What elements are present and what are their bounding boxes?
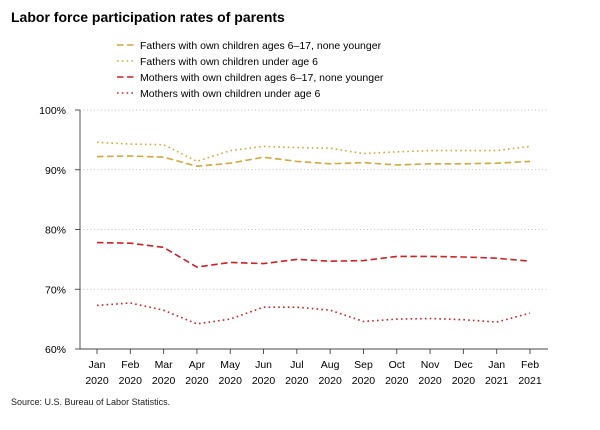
y-tick-labels: 60% 70% 80% 90% 100% bbox=[39, 105, 66, 356]
x-tick-label-month: Jan bbox=[488, 359, 505, 371]
x-tick-label-month: Feb bbox=[521, 359, 539, 371]
x-tick-label-month: Apr bbox=[189, 359, 206, 371]
legend-label: Mothers with own children ages 6–17, non… bbox=[140, 72, 384, 84]
x-tick-label-year: 2021 bbox=[485, 375, 509, 387]
x-tick-label-year: 2020 bbox=[418, 375, 442, 387]
legend-label: Mothers with own children under age 6 bbox=[140, 88, 321, 100]
series-lines bbox=[96, 141, 531, 325]
series-line-2 bbox=[96, 141, 531, 163]
x-tick-label-year: 2020 bbox=[385, 375, 409, 387]
series-line-3 bbox=[96, 241, 531, 268]
y-tick-label: 100% bbox=[39, 105, 66, 117]
axes bbox=[75, 109, 548, 354]
x-tick-label-month: Sep bbox=[354, 359, 373, 371]
x-tick-label-month: Mar bbox=[155, 359, 174, 371]
x-tick-label-month: May bbox=[220, 359, 241, 371]
y-tick-label: 70% bbox=[45, 284, 66, 296]
x-tick-label-month: Jan bbox=[89, 359, 106, 371]
x-tick-label-year: 2020 bbox=[219, 375, 243, 387]
y-tick-label: 90% bbox=[45, 165, 66, 177]
series-line-1 bbox=[96, 155, 531, 167]
x-tick-label-year: 2020 bbox=[252, 375, 276, 387]
x-tick-label-month: Jul bbox=[290, 359, 303, 371]
x-tick-label-month: Jun bbox=[255, 359, 272, 371]
chart-title: Labor force participation rates of paren… bbox=[11, 9, 285, 25]
x-tick-label-month: Oct bbox=[389, 359, 405, 371]
x-tick-label-month: Dec bbox=[454, 359, 473, 371]
x-tick-label-year: 2020 bbox=[85, 375, 109, 387]
x-tick-label-month: Feb bbox=[121, 359, 139, 371]
legend-label: Fathers with own children under age 6 bbox=[140, 56, 318, 68]
x-tick-label-month: Nov bbox=[421, 359, 440, 371]
x-tick-label-year: 2020 bbox=[185, 375, 209, 387]
x-tick-labels: Jan 2020 Feb 2020 Mar 2020 Apr 2020 May 2020 Jun 20… bbox=[85, 359, 542, 387]
gridlines bbox=[80, 109, 548, 290]
y-tick-label: 60% bbox=[45, 344, 66, 356]
series-line-4 bbox=[96, 302, 531, 325]
x-tick-label-year: 2020 bbox=[352, 375, 376, 387]
source-note: Source: U.S. Bureau of Labor Statistics. bbox=[11, 397, 171, 407]
legend: Fathers with own children ages 6–17, non… bbox=[117, 40, 384, 100]
x-tick-label-month: Aug bbox=[321, 359, 340, 371]
legend-label: Fathers with own children ages 6–17, non… bbox=[140, 40, 382, 52]
x-tick-label-year: 2020 bbox=[452, 375, 476, 387]
x-tick-label-year: 2020 bbox=[152, 375, 176, 387]
x-tick-label-year: 2021 bbox=[518, 375, 542, 387]
y-tick-label: 80% bbox=[45, 225, 66, 237]
x-tick-label-year: 2020 bbox=[285, 375, 309, 387]
x-tick-label-year: 2020 bbox=[119, 375, 143, 387]
x-tick-label-year: 2020 bbox=[318, 375, 342, 387]
